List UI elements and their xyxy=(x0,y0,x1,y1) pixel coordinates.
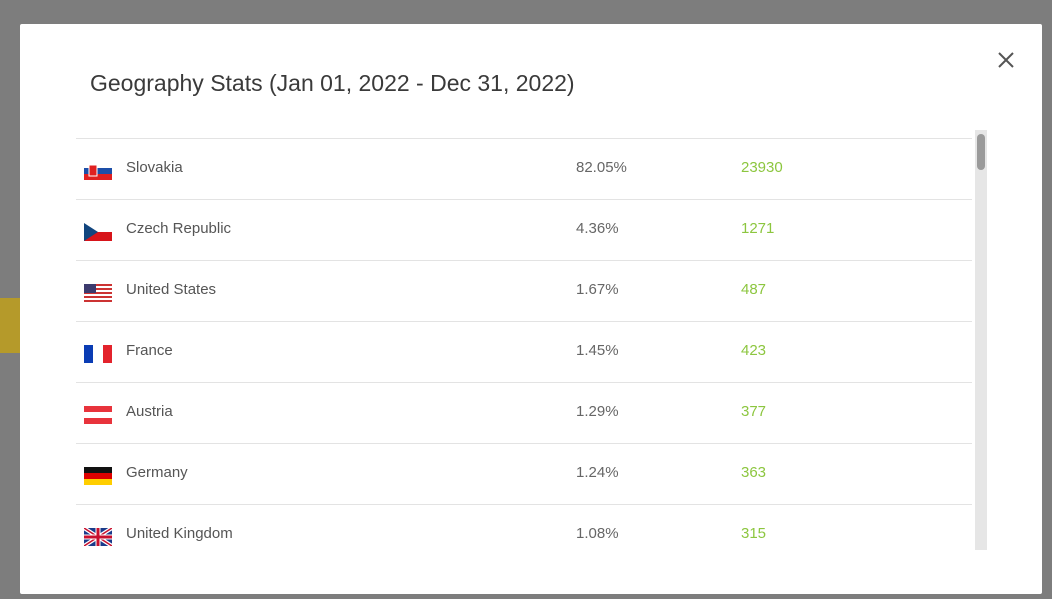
flag-icon xyxy=(84,528,112,546)
flag-icon xyxy=(84,223,112,241)
country-name: Germany xyxy=(126,464,188,481)
percent: 1.24% xyxy=(576,464,619,481)
dialog: Geography Stats (Jan 01, 2022 - Dec 31, … xyxy=(20,24,1042,594)
visit-count: 315 xyxy=(741,525,767,542)
flag-icon xyxy=(84,406,112,424)
visit-count: 1271 xyxy=(741,220,775,237)
close-button[interactable] xyxy=(994,48,1018,72)
table-row: France 1.45% 423 xyxy=(76,322,972,383)
percent: 82.05% xyxy=(576,159,627,176)
country-name: United States xyxy=(126,281,217,298)
percent: 1.29% xyxy=(576,403,619,420)
flag-icon xyxy=(84,162,112,180)
visit-count: 487 xyxy=(741,281,767,298)
country-name: Slovakia xyxy=(126,159,183,176)
percent: 1.67% xyxy=(576,281,619,298)
dialog-title: Geography Stats (Jan 01, 2022 - Dec 31, … xyxy=(90,70,575,96)
table-row: United States 1.67% 487 xyxy=(76,261,972,322)
country-name: Czech Republic xyxy=(126,220,232,237)
flag-icon xyxy=(84,284,112,302)
country-name: France xyxy=(126,342,173,359)
stats-table: Slovakia 82.05% 23930 Czech Republic 4.36% 12… xyxy=(76,138,972,551)
country-name: Austria xyxy=(126,403,173,420)
percent: 1.08% xyxy=(576,525,619,542)
country-name: United Kingdom xyxy=(126,525,233,542)
percent: 4.36% xyxy=(576,220,619,237)
flag-icon xyxy=(84,345,112,363)
visit-count: 363 xyxy=(741,464,767,481)
visit-count: 423 xyxy=(741,342,767,359)
visit-count: 23930 xyxy=(741,159,783,176)
table-row: Czech Republic 4.36% 1271 xyxy=(76,200,972,261)
scrollbar-track xyxy=(975,130,987,550)
percent: 1.45% xyxy=(576,342,619,359)
table-row: Slovakia 82.05% 23930 xyxy=(76,139,972,200)
flag-icon xyxy=(84,467,112,485)
visit-count: 377 xyxy=(741,403,767,420)
table-row: Germany 1.24% 363 xyxy=(76,444,972,505)
table-row: United Kingdom 1.08% 315 xyxy=(76,505,972,551)
scrollbar-thumb[interactable] xyxy=(977,134,985,170)
table-row: Austria 1.29% 377 xyxy=(76,383,972,444)
background-strip xyxy=(0,298,20,353)
